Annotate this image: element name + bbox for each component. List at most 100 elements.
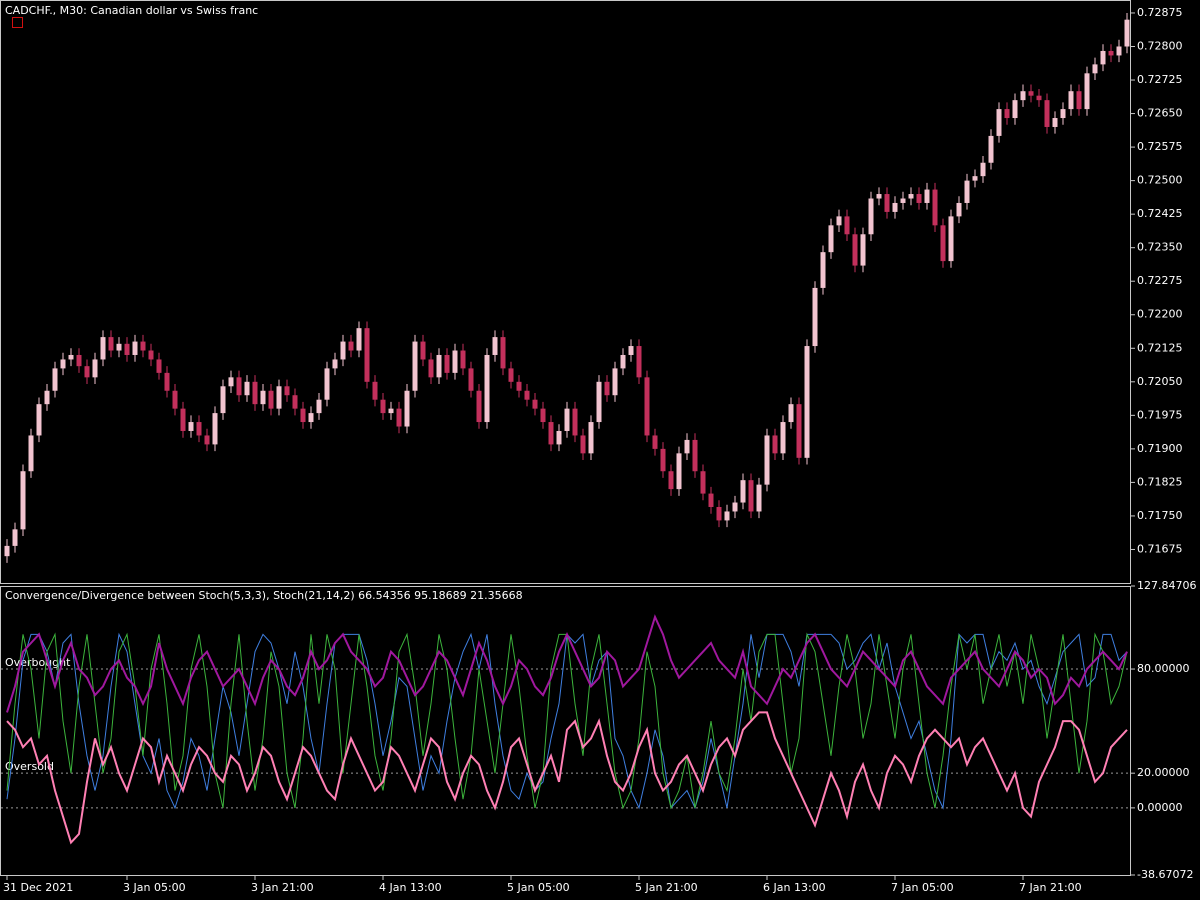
candle-body — [1012, 100, 1018, 119]
candle-body — [908, 194, 914, 199]
y-tick-label: 0.00000 — [1137, 801, 1183, 814]
candle-body — [628, 346, 634, 355]
candle-body — [1004, 109, 1010, 119]
candle-body — [700, 471, 706, 494]
candle-body — [44, 390, 50, 405]
candle-body — [916, 194, 922, 203]
y-tick-label: 0.71900 — [1137, 442, 1183, 455]
y-tick-label: 0.72125 — [1137, 341, 1183, 354]
candle-body — [1116, 46, 1122, 56]
candle-body — [852, 234, 858, 266]
y-tick-label: 0.72650 — [1137, 107, 1183, 120]
candle-body — [972, 176, 978, 181]
candle-body — [740, 480, 746, 503]
y-tick-label: 0.72500 — [1137, 174, 1183, 187]
candle-body — [340, 341, 346, 360]
x-tick-label: 7 Jan 05:00 — [891, 881, 954, 894]
candle-body — [956, 202, 962, 217]
x-tick-label: 5 Jan 05:00 — [507, 881, 570, 894]
candle-body — [644, 377, 650, 436]
y-tick-label: 0.71975 — [1137, 408, 1183, 421]
candle-body — [1092, 64, 1098, 74]
candle-body — [612, 368, 618, 396]
candle-body — [148, 350, 154, 360]
candle-body — [468, 368, 474, 391]
candle-body — [436, 354, 442, 378]
candle-body — [268, 390, 274, 409]
candle-body — [132, 341, 138, 355]
candle-body — [316, 399, 322, 414]
candle-body — [404, 390, 410, 427]
candle-body — [452, 350, 458, 373]
candle-body — [1060, 109, 1066, 119]
candle-body — [788, 404, 794, 423]
candle-body — [868, 198, 874, 235]
candle-body — [1108, 50, 1114, 56]
candle-body — [596, 381, 602, 423]
candle-body — [948, 216, 954, 262]
y-tick-label: 0.72575 — [1137, 140, 1183, 153]
candle-body — [108, 337, 114, 351]
y-tick-label: -38.67072 — [1137, 868, 1193, 881]
candle-body — [652, 435, 658, 449]
y-tick-label: 0.72800 — [1137, 39, 1183, 52]
candle-body — [1052, 118, 1058, 127]
candle-body — [732, 502, 738, 512]
candle-body — [876, 194, 882, 199]
y-tick-label: 20.00000 — [1137, 766, 1190, 779]
candle-body — [620, 354, 626, 369]
candle-body — [28, 435, 34, 472]
candle-body — [1028, 91, 1034, 96]
candle-body — [1100, 50, 1106, 65]
candle-body — [68, 354, 74, 360]
candle-body — [1084, 73, 1090, 110]
candle-body — [508, 368, 514, 382]
candle-body — [140, 341, 146, 351]
candle-body — [196, 422, 202, 436]
candle-body — [20, 471, 26, 530]
candle-body — [348, 341, 354, 351]
x-tick-label: 31 Dec 2021 — [3, 881, 73, 894]
candle-body — [116, 343, 122, 351]
candle-body — [12, 529, 18, 546]
candle-body — [660, 448, 666, 472]
candle-body — [364, 328, 370, 382]
candle-body — [1036, 95, 1042, 101]
indicator-line — [6, 614, 1128, 713]
candle-body — [772, 435, 778, 454]
y-tick-label: 0.71825 — [1137, 475, 1183, 488]
candle-body — [604, 381, 610, 396]
candle-body — [500, 337, 506, 369]
candle-body — [428, 359, 434, 378]
candle-body — [412, 341, 418, 391]
x-tick-label: 6 Jan 13:00 — [763, 881, 826, 894]
y-tick-label: 0.71750 — [1137, 509, 1183, 522]
candle-body — [388, 408, 394, 414]
y-tick-label: 0.72275 — [1137, 274, 1183, 287]
candle-body — [892, 202, 898, 212]
candle-body — [156, 359, 162, 373]
candle-body — [52, 368, 58, 391]
candle-body — [1044, 100, 1050, 127]
trade-icon — [12, 17, 23, 28]
candle-body — [548, 422, 554, 445]
indicator-pane — [0, 586, 1131, 876]
y-tick-label: 0.72875 — [1137, 6, 1183, 19]
symbol-title: CADCHF., M30: Canadian dollar vs Swiss f… — [5, 4, 258, 17]
candle-body — [860, 234, 866, 266]
candle-body — [692, 439, 698, 472]
candle-body — [444, 354, 450, 373]
y-tick-label: 0.72725 — [1137, 73, 1183, 86]
candle-body — [980, 162, 986, 177]
candle-body — [764, 435, 770, 485]
candle-body — [4, 545, 10, 557]
candle-body — [684, 439, 690, 454]
candle-body — [60, 359, 66, 369]
candle-body — [300, 408, 306, 423]
candle-body — [484, 354, 490, 423]
candle-body — [276, 386, 282, 409]
candle-body — [900, 198, 906, 203]
candle-body — [252, 381, 258, 405]
candle-body — [932, 189, 938, 226]
candle-body — [524, 390, 530, 400]
